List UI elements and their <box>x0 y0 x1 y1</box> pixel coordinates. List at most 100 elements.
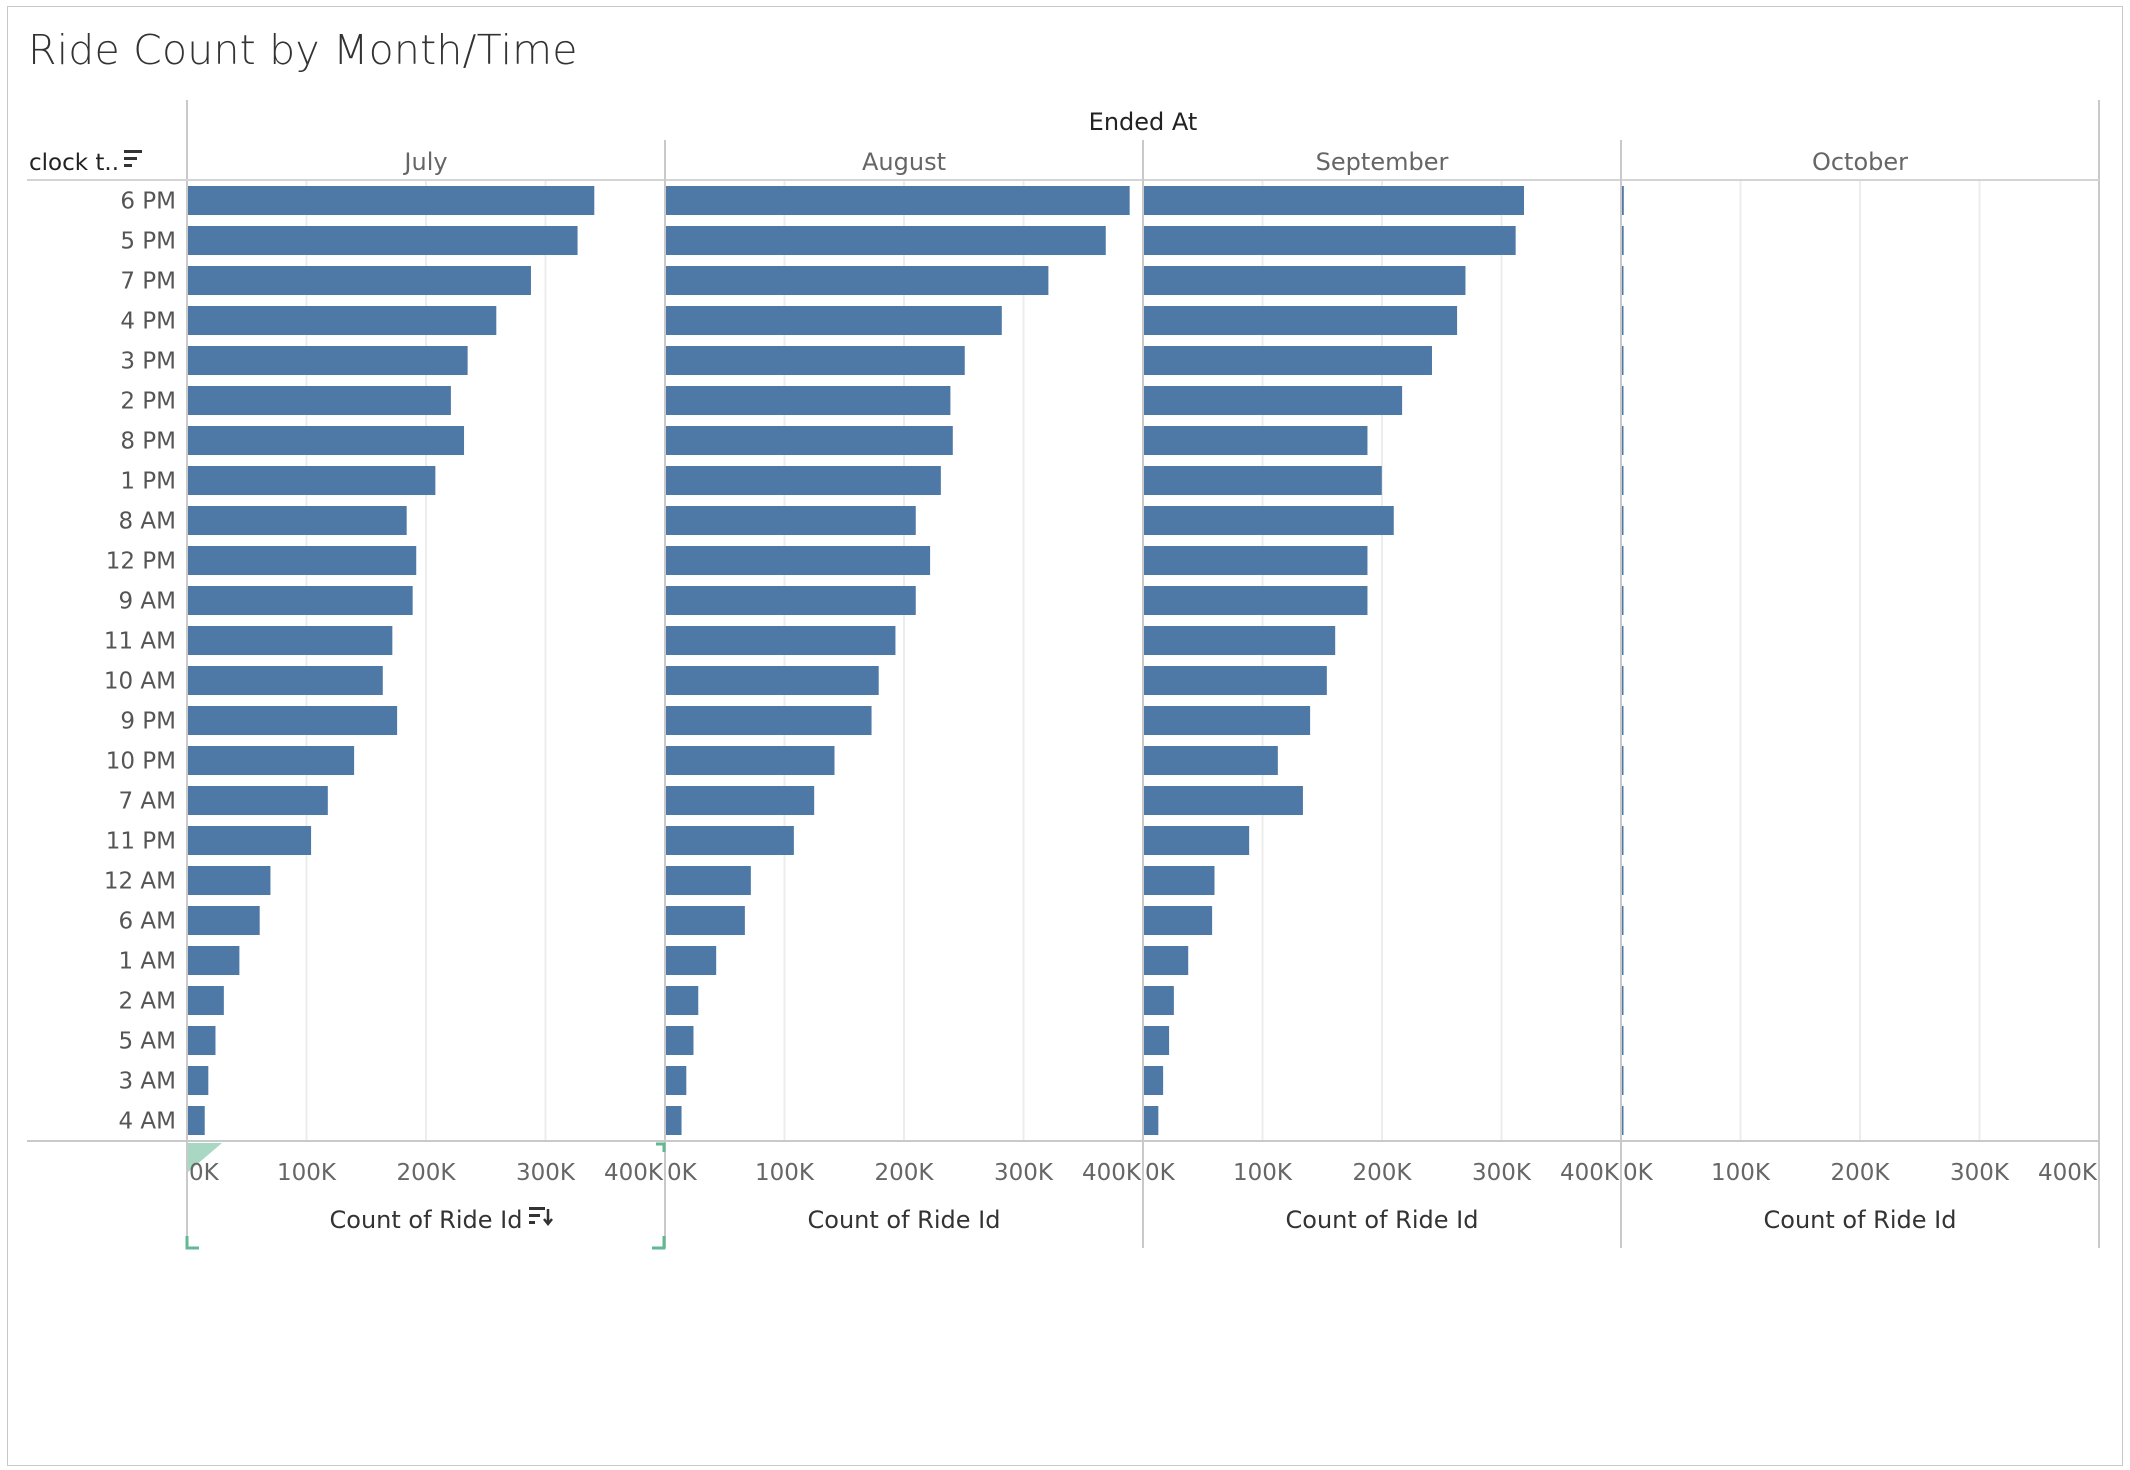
row-label-7-am[interactable]: 7 AM <box>118 789 176 815</box>
bar-september-1-am[interactable] <box>1144 946 1189 975</box>
bar-july-3-am[interactable] <box>188 1066 209 1095</box>
bar-october-12-pm[interactable] <box>1622 546 1624 575</box>
row-label-8-am[interactable]: 8 AM <box>118 509 176 535</box>
bar-august-6-am[interactable] <box>666 906 745 935</box>
row-label-7-pm[interactable]: 7 PM <box>120 269 176 295</box>
bar-july-1-pm[interactable] <box>188 466 436 495</box>
row-label-10-pm[interactable]: 10 PM <box>106 749 176 775</box>
bar-october-3-am[interactable] <box>1622 1066 1624 1095</box>
bar-july-12-pm[interactable] <box>188 546 417 575</box>
bar-october-8-am[interactable] <box>1622 506 1624 535</box>
bar-august-7-am[interactable] <box>666 786 815 815</box>
bar-september-12-pm[interactable] <box>1144 546 1368 575</box>
row-label-8-pm[interactable]: 8 PM <box>120 429 176 455</box>
row-label-3-pm[interactable]: 3 PM <box>120 349 176 375</box>
bar-august-2-am[interactable] <box>666 986 699 1015</box>
bar-october-12-am[interactable] <box>1622 866 1624 895</box>
bar-august-1-pm[interactable] <box>666 466 941 495</box>
bar-august-11-pm[interactable] <box>666 826 794 855</box>
bar-september-3-am[interactable] <box>1144 1066 1164 1095</box>
bar-july-2-pm[interactable] <box>188 386 451 415</box>
bar-october-10-am[interactable] <box>1622 666 1624 695</box>
bar-august-3-pm[interactable] <box>666 346 965 375</box>
x-axis-title[interactable]: Count of Ride Id <box>1286 1206 1479 1234</box>
bar-july-10-am[interactable] <box>188 666 383 695</box>
row-label-2-am[interactable]: 2 AM <box>118 989 176 1015</box>
bar-september-3-pm[interactable] <box>1144 346 1432 375</box>
bar-october-2-am[interactable] <box>1622 986 1624 1015</box>
bar-october-8-pm[interactable] <box>1622 426 1624 455</box>
bar-july-1-am[interactable] <box>188 946 240 975</box>
row-label-9-pm[interactable]: 9 PM <box>120 709 176 735</box>
row-label-11-pm[interactable]: 11 PM <box>106 829 176 855</box>
bar-august-3-am[interactable] <box>666 1066 687 1095</box>
row-label-6-pm[interactable]: 6 PM <box>120 189 176 215</box>
month-label-august[interactable]: August <box>862 148 946 176</box>
bar-july-4-pm[interactable] <box>188 306 497 335</box>
bar-july-8-am[interactable] <box>188 506 407 535</box>
bar-august-12-am[interactable] <box>666 866 751 895</box>
bar-july-4-am[interactable] <box>188 1106 205 1135</box>
bar-september-11-am[interactable] <box>1144 626 1336 655</box>
month-label-september[interactable]: September <box>1316 148 1449 176</box>
bar-october-7-am[interactable] <box>1622 786 1624 815</box>
bar-august-2-pm[interactable] <box>666 386 951 415</box>
bar-august-8-am[interactable] <box>666 506 916 535</box>
bar-october-4-pm[interactable] <box>1622 306 1624 335</box>
bar-september-8-pm[interactable] <box>1144 426 1368 455</box>
bar-september-5-am[interactable] <box>1144 1026 1170 1055</box>
row-label-12-pm[interactable]: 12 PM <box>106 549 176 575</box>
bar-august-4-am[interactable] <box>666 1106 682 1135</box>
bar-september-4-am[interactable] <box>1144 1106 1159 1135</box>
bar-september-5-pm[interactable] <box>1144 226 1516 255</box>
bar-september-10-pm[interactable] <box>1144 746 1278 775</box>
month-label-october[interactable]: October <box>1812 148 1908 176</box>
row-label-10-am[interactable]: 10 AM <box>104 669 176 695</box>
bar-september-1-pm[interactable] <box>1144 466 1382 495</box>
bar-october-5-pm[interactable] <box>1622 226 1624 255</box>
axis-sort-icon[interactable] <box>529 1207 553 1227</box>
bar-october-11-am[interactable] <box>1622 626 1624 655</box>
bar-july-3-pm[interactable] <box>188 346 468 375</box>
row-header-clock-time[interactable]: clock t.. <box>29 150 119 176</box>
bar-september-2-am[interactable] <box>1144 986 1174 1015</box>
row-label-5-pm[interactable]: 5 PM <box>120 229 176 255</box>
bar-october-10-pm[interactable] <box>1622 746 1624 775</box>
row-label-6-am[interactable]: 6 AM <box>118 909 176 935</box>
bar-september-6-pm[interactable] <box>1144 186 1525 215</box>
bar-august-1-am[interactable] <box>666 946 717 975</box>
bar-august-8-pm[interactable] <box>666 426 953 455</box>
bar-september-9-pm[interactable] <box>1144 706 1311 735</box>
bar-october-3-pm[interactable] <box>1622 346 1624 375</box>
bar-august-11-am[interactable] <box>666 626 896 655</box>
row-label-5-am[interactable]: 5 AM <box>118 1029 176 1055</box>
bar-july-5-am[interactable] <box>188 1026 216 1055</box>
bar-july-7-am[interactable] <box>188 786 328 815</box>
bar-august-7-pm[interactable] <box>666 266 1049 295</box>
bar-september-10-am[interactable] <box>1144 666 1327 695</box>
row-label-9-am[interactable]: 9 AM <box>118 589 176 615</box>
x-axis-title[interactable]: Count of Ride Id <box>808 1206 1001 1234</box>
bar-october-4-am[interactable] <box>1622 1106 1624 1135</box>
bar-august-9-am[interactable] <box>666 586 916 615</box>
bar-september-7-am[interactable] <box>1144 786 1303 815</box>
month-label-july[interactable]: July <box>402 148 447 176</box>
bar-july-11-am[interactable] <box>188 626 393 655</box>
x-axis-title[interactable]: Count of Ride Id <box>330 1206 523 1234</box>
row-label-4-am[interactable]: 4 AM <box>118 1109 176 1135</box>
sort-icon[interactable] <box>124 150 142 167</box>
row-label-1-pm[interactable]: 1 PM <box>120 469 176 495</box>
bar-september-12-am[interactable] <box>1144 866 1215 895</box>
bar-september-6-am[interactable] <box>1144 906 1213 935</box>
bar-july-5-pm[interactable] <box>188 226 578 255</box>
bar-september-11-pm[interactable] <box>1144 826 1250 855</box>
bar-september-2-pm[interactable] <box>1144 386 1403 415</box>
bar-october-7-pm[interactable] <box>1622 266 1624 295</box>
bar-august-4-pm[interactable] <box>666 306 1002 335</box>
bar-august-9-pm[interactable] <box>666 706 872 735</box>
bar-october-9-am[interactable] <box>1622 586 1624 615</box>
bar-september-4-pm[interactable] <box>1144 306 1458 335</box>
bar-july-7-pm[interactable] <box>188 266 531 295</box>
bar-october-11-pm[interactable] <box>1622 826 1624 855</box>
row-label-1-am[interactable]: 1 AM <box>118 949 176 975</box>
